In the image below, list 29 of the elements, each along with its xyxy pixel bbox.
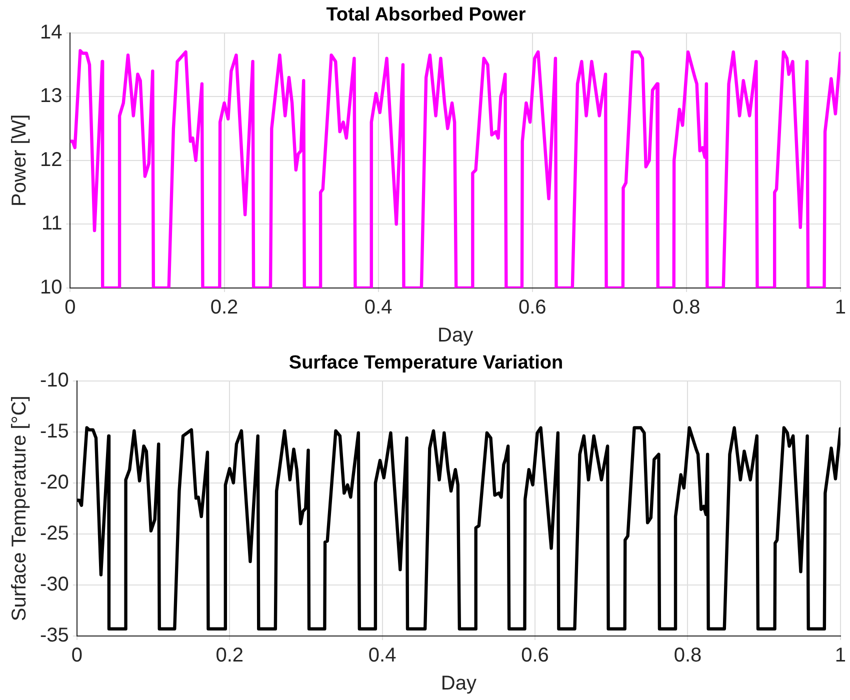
x-tick-label: 0.8 [674, 644, 702, 667]
y-tick-label: -15 [40, 420, 69, 442]
x-tick-label: 1 [834, 296, 846, 319]
x-tick-label: 0.2 [216, 644, 244, 667]
x-tick-label: 0.2 [210, 296, 238, 319]
y-tick-label: -20 [40, 471, 69, 494]
x-tick-label: 0 [64, 296, 76, 319]
x-tick-label: 0.6 [518, 296, 546, 319]
x-tick-label: 0.6 [521, 644, 549, 667]
y-tick-label: 13 [40, 85, 62, 108]
y-tick-label: -25 [40, 522, 69, 544]
x-tick-label: 0.8 [672, 296, 700, 319]
y-tick-label: 12 [40, 148, 62, 171]
y-axis-title: Power [W] [8, 114, 31, 207]
x-axis-title: Day [440, 672, 476, 695]
y-tick-label: 14 [40, 21, 62, 44]
x-tick-label: 0.4 [364, 296, 392, 319]
y-tick-label: 10 [40, 276, 62, 299]
y-tick-label: -35 [40, 624, 69, 647]
chart-title: Surface Temperature Variation [288, 352, 564, 374]
chart-title: Total Absorbed Power [326, 4, 526, 26]
y-axis-title: Surface Temperature [°C] [8, 396, 31, 622]
y-tick-label: -30 [40, 573, 69, 596]
y-tick-label: -10 [40, 369, 69, 392]
x-tick-label: 0.4 [368, 644, 396, 667]
x-axis-title: Day [438, 324, 474, 347]
x-tick-label: 0 [71, 644, 82, 667]
x-tick-label: 1 [834, 644, 846, 667]
y-tick-label: 11 [41, 212, 62, 235]
